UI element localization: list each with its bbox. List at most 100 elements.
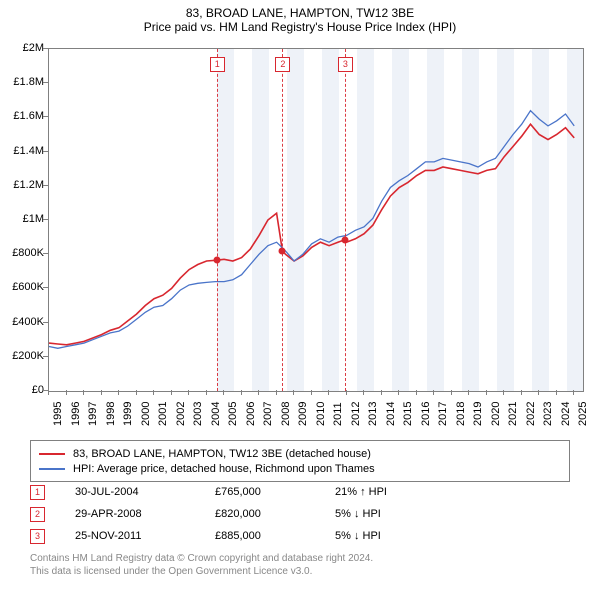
legend-label-property: 83, BROAD LANE, HAMPTON, TW12 3BE (detac…: [73, 448, 371, 460]
x-tick-mark: [153, 390, 154, 395]
sale-row-flag: 1: [30, 485, 45, 500]
sale-row: 130-JUL-2004£765,00021% ↑ HPI: [30, 482, 570, 502]
x-tick-mark: [48, 390, 49, 395]
sales-table: 130-JUL-2004£765,00021% ↑ HPI229-APR-200…: [30, 482, 570, 548]
y-tick-label: £200K: [0, 350, 44, 362]
title-address: 83, BROAD LANE, HAMPTON, TW12 3BE: [0, 6, 600, 20]
x-tick-mark: [486, 390, 487, 395]
plot-area: 1 2 3: [48, 48, 584, 392]
x-tick-label: 2000: [140, 402, 152, 426]
x-tick-label: 2019: [472, 402, 484, 426]
x-tick-mark: [276, 390, 277, 395]
x-tick-mark: [381, 390, 382, 395]
sale-row-diff: 5% ↓ HPI: [335, 508, 455, 520]
x-tick-label: 1997: [87, 402, 99, 426]
y-tick-label: £600K: [0, 281, 44, 293]
x-tick-mark: [241, 390, 242, 395]
y-tick-label: £800K: [0, 247, 44, 259]
x-tick-mark: [573, 390, 574, 395]
series-line: [49, 124, 574, 345]
x-tick-label: 2004: [210, 402, 222, 426]
x-tick-mark: [398, 390, 399, 395]
y-tick-mark: [43, 287, 48, 288]
x-tick-mark: [206, 390, 207, 395]
legend-label-hpi: HPI: Average price, detached house, Rich…: [73, 463, 375, 475]
y-tick-label: £1.2M: [0, 179, 44, 191]
x-tick-label: 2005: [227, 402, 239, 426]
legend-swatch-hpi: [39, 468, 65, 470]
x-tick-label: 2023: [542, 402, 554, 426]
y-tick-label: £0: [0, 384, 44, 396]
legend: 83, BROAD LANE, HAMPTON, TW12 3BE (detac…: [30, 440, 570, 482]
x-tick-label: 2009: [297, 402, 309, 426]
x-tick-mark: [451, 390, 452, 395]
x-tick-mark: [538, 390, 539, 395]
x-tick-mark: [258, 390, 259, 395]
y-tick-label: £1.4M: [0, 145, 44, 157]
x-tick-mark: [328, 390, 329, 395]
x-tick-mark: [416, 390, 417, 395]
footer-line1: Contains HM Land Registry data © Crown c…: [30, 552, 373, 565]
x-tick-mark: [101, 390, 102, 395]
x-tick-label: 2006: [245, 402, 257, 426]
x-tick-label: 2025: [577, 402, 589, 426]
x-tick-mark: [363, 390, 364, 395]
x-tick-label: 2016: [420, 402, 432, 426]
footer-attribution: Contains HM Land Registry data © Crown c…: [30, 552, 373, 578]
sale-flag-1: 1: [210, 57, 225, 72]
sale-flag-2: 2: [275, 57, 290, 72]
x-tick-label: 2024: [560, 402, 572, 426]
sale-marker-dot: [213, 257, 220, 264]
x-tick-label: 2011: [332, 402, 344, 426]
sale-marker-line: [282, 49, 283, 391]
title-subtitle: Price paid vs. HM Land Registry's House …: [0, 20, 600, 34]
x-tick-mark: [556, 390, 557, 395]
sale-flag-3: 3: [338, 57, 353, 72]
sale-row: 325-NOV-2011£885,0005% ↓ HPI: [30, 526, 570, 546]
x-tick-label: 2007: [262, 402, 274, 426]
x-tick-label: 2001: [157, 402, 169, 426]
x-tick-label: 1998: [105, 402, 117, 426]
x-tick-mark: [433, 390, 434, 395]
line-layer: [49, 49, 583, 391]
x-tick-label: 2021: [507, 402, 519, 426]
x-tick-label: 2012: [350, 402, 362, 426]
sale-marker-line: [217, 49, 218, 391]
x-tick-label: 2018: [455, 402, 467, 426]
x-tick-label: 2017: [437, 402, 449, 426]
sale-row-price: £765,000: [215, 486, 335, 498]
x-tick-mark: [346, 390, 347, 395]
x-tick-label: 2014: [385, 402, 397, 426]
x-tick-mark: [136, 390, 137, 395]
x-tick-mark: [83, 390, 84, 395]
y-tick-mark: [43, 356, 48, 357]
x-tick-label: 2008: [280, 402, 292, 426]
y-tick-mark: [43, 253, 48, 254]
x-tick-label: 2020: [490, 402, 502, 426]
sale-row: 229-APR-2008£820,0005% ↓ HPI: [30, 504, 570, 524]
y-tick-mark: [43, 322, 48, 323]
x-tick-label: 1999: [122, 402, 134, 426]
legend-item-property: 83, BROAD LANE, HAMPTON, TW12 3BE (detac…: [39, 446, 561, 461]
y-tick-mark: [43, 116, 48, 117]
series-line: [49, 111, 574, 349]
sale-marker-dot: [341, 236, 348, 243]
sale-row-price: £885,000: [215, 530, 335, 542]
y-tick-mark: [43, 219, 48, 220]
sale-row-price: £820,000: [215, 508, 335, 520]
y-tick-mark: [43, 151, 48, 152]
y-tick-label: £2M: [0, 42, 44, 54]
x-tick-mark: [188, 390, 189, 395]
footer-line2: This data is licensed under the Open Gov…: [30, 565, 373, 578]
x-tick-mark: [223, 390, 224, 395]
sale-row-date: 30-JUL-2004: [75, 486, 215, 498]
x-axis: 1995199619971998199920002001200220032004…: [48, 390, 582, 440]
y-tick-mark: [43, 390, 48, 391]
y-tick-mark: [43, 48, 48, 49]
x-tick-label: 2003: [192, 402, 204, 426]
x-tick-label: 2013: [367, 402, 379, 426]
y-tick-label: £1M: [0, 213, 44, 225]
x-tick-label: 2002: [175, 402, 187, 426]
sale-row-date: 29-APR-2008: [75, 508, 215, 520]
sale-marker-line: [345, 49, 346, 391]
